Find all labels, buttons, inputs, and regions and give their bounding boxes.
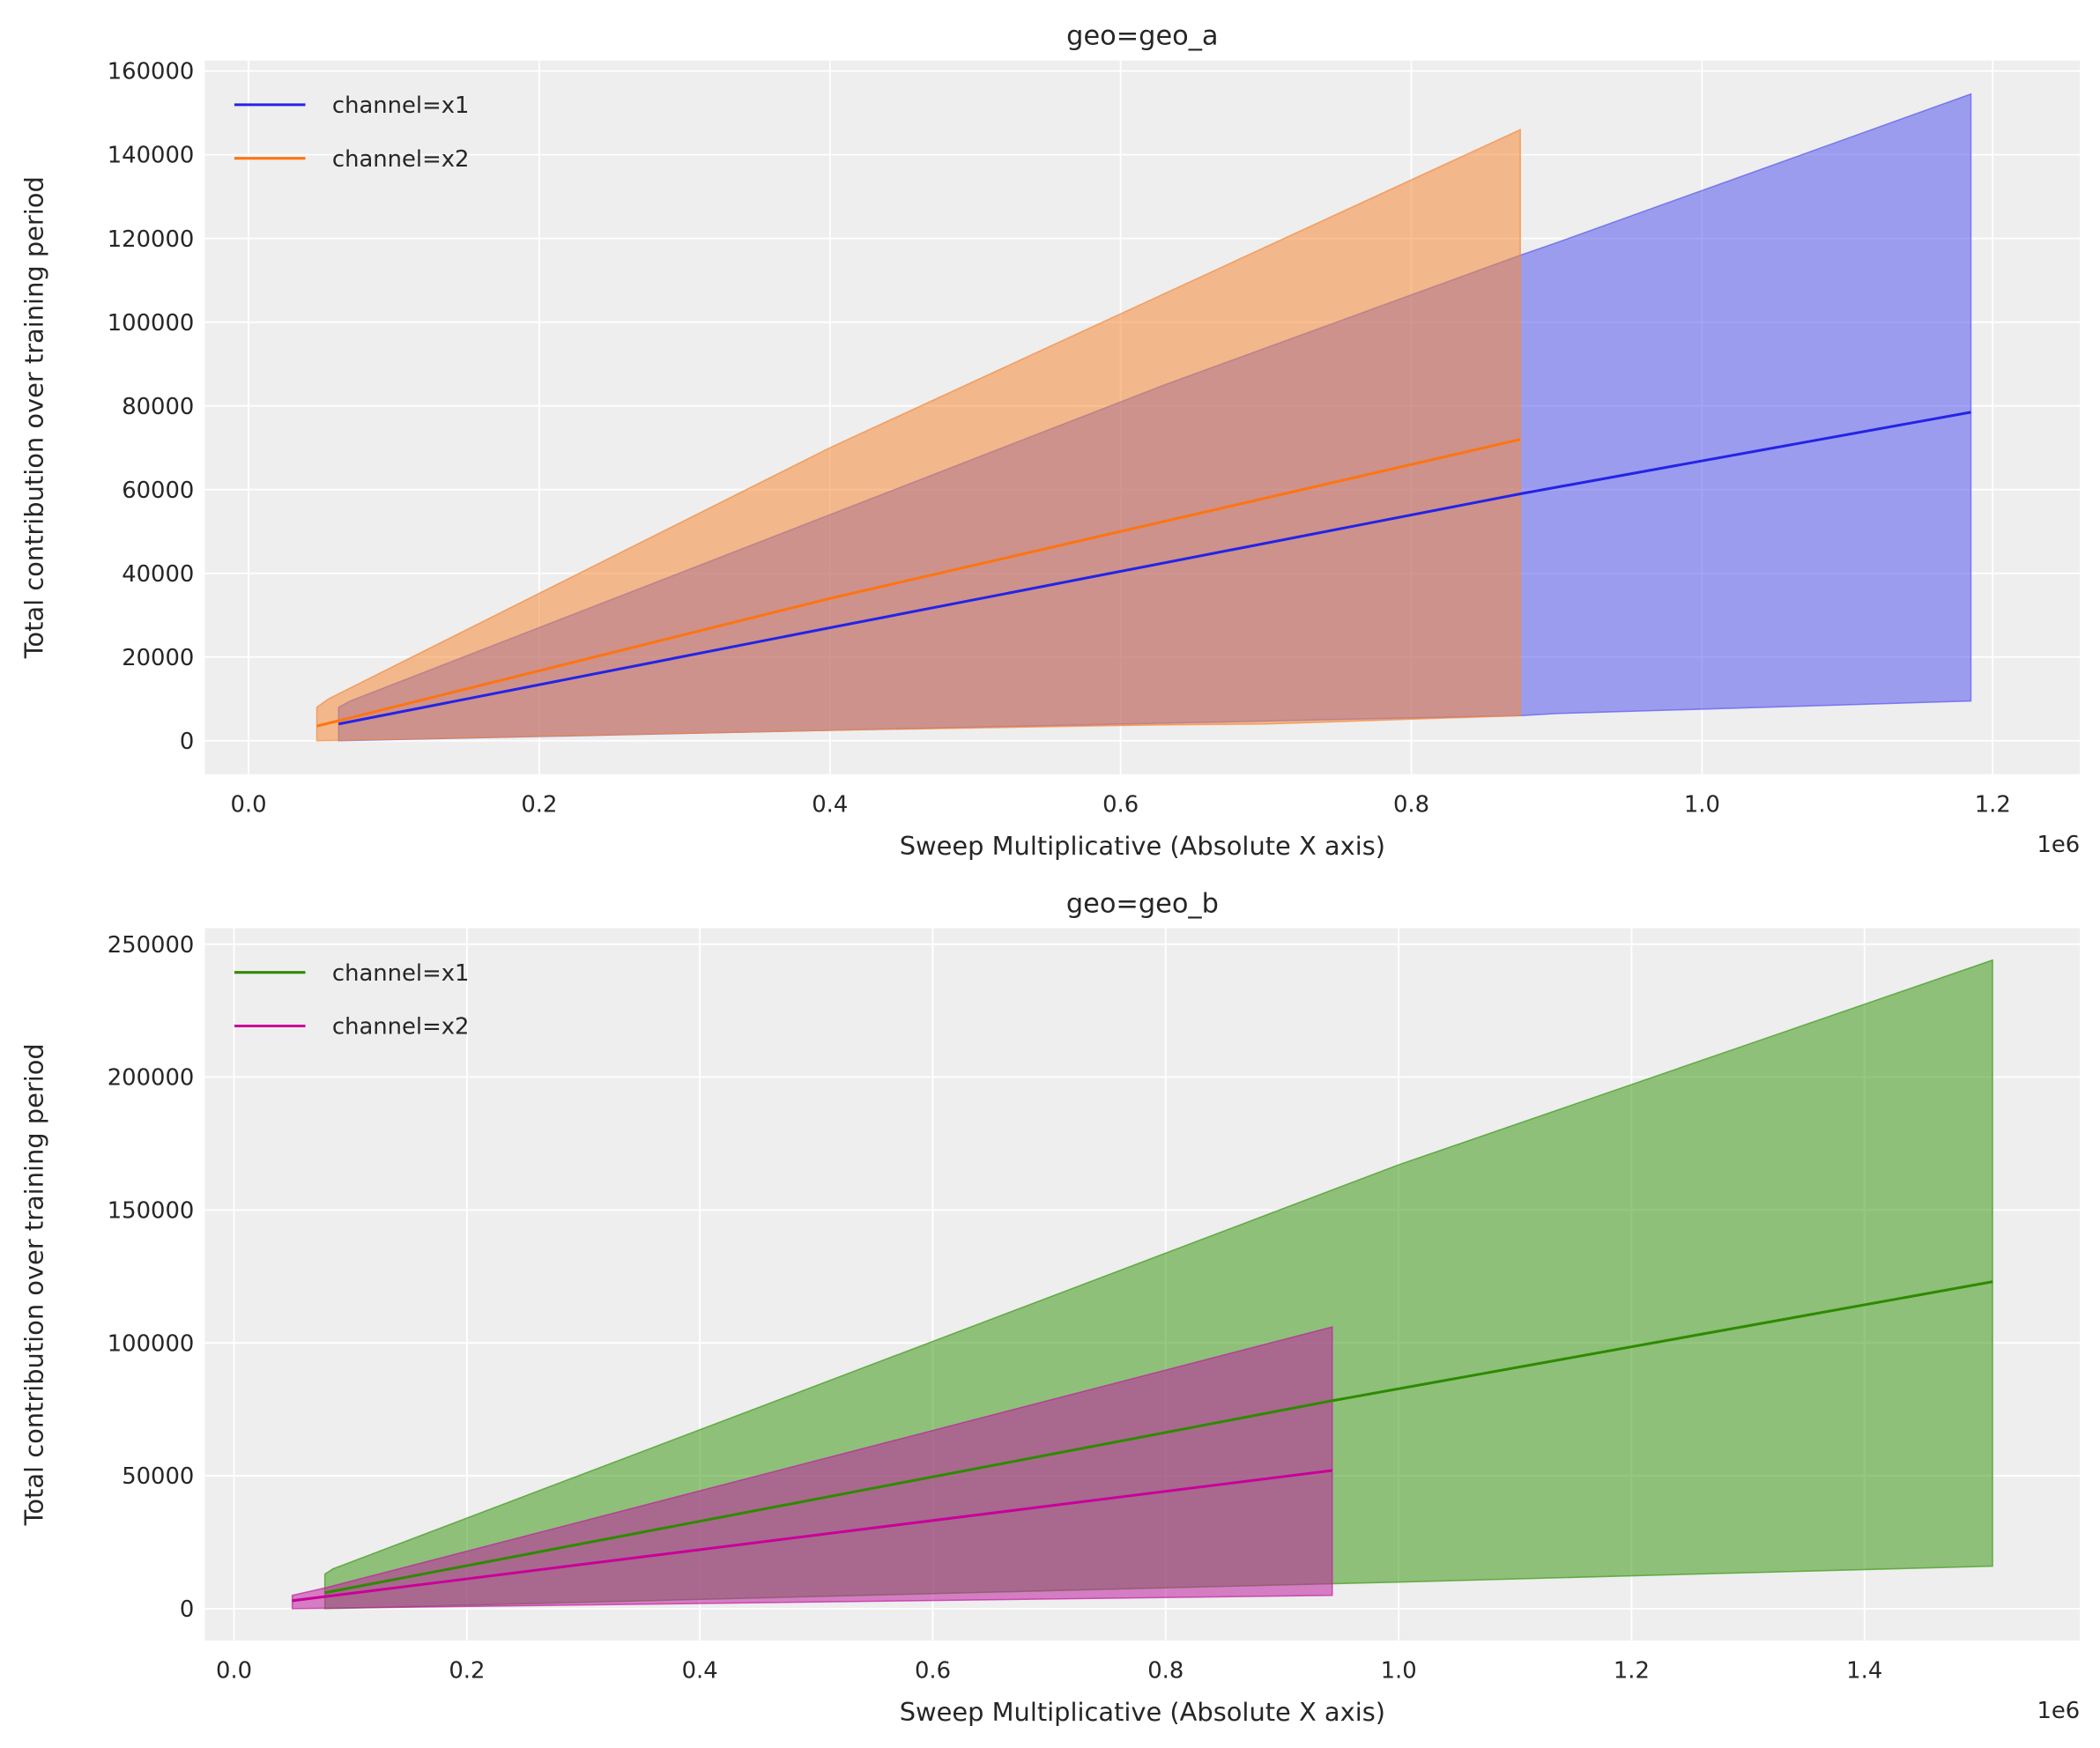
y-tick-label: 140000 <box>108 143 195 169</box>
x-offset-label: 1e6 <box>2037 1698 2080 1724</box>
x-tick-label: 0.0 <box>230 791 266 818</box>
x-tick-label: 0.2 <box>449 1658 485 1685</box>
y-tick-label: 0 <box>180 729 194 755</box>
mean-line-1 <box>338 411 1971 726</box>
x-tick-label: 1.0 <box>1684 791 1720 818</box>
hdi-band-2 <box>315 128 1521 742</box>
y-tick-label: 200000 <box>108 1065 195 1092</box>
legend-label: channel=x1 <box>332 960 470 987</box>
x-tick-label: 0.4 <box>682 1658 718 1685</box>
hdi-band-2 <box>291 1326 1333 1610</box>
x-tick-label: 1.2 <box>1614 1658 1650 1685</box>
y-tick-label: 120000 <box>108 226 195 253</box>
y-tick-label: 160000 <box>108 59 195 85</box>
y-tick-label: 150000 <box>108 1197 195 1224</box>
subplot-geo-a: 0.0 0.2 0.4 0.6 0.8 1.0 1.2 0 20000 40000 60000 800… <box>19 21 2081 861</box>
x-tick-label: 1.4 <box>1846 1658 1882 1685</box>
subplot-title: geo=geo_b <box>1066 888 1219 919</box>
x-offset-label: 1e6 <box>2037 832 2080 858</box>
x-tick-label: 0.8 <box>1393 791 1429 818</box>
x-tick-label: 0.8 <box>1147 1658 1184 1685</box>
subplot-title: geo=geo_a <box>1066 21 1218 52</box>
mean-line-2 <box>316 438 1521 728</box>
x-tick-label: 0.2 <box>521 791 557 818</box>
y-axis-label: Total contribution over training period <box>19 176 49 659</box>
x-tick-label: 0.6 <box>915 1658 951 1685</box>
x-tick-label: 0.6 <box>1102 791 1139 818</box>
mean-line-2 <box>292 1469 1332 1603</box>
y-tick-label: 60000 <box>122 478 194 504</box>
y-tick-label: 50000 <box>122 1463 194 1490</box>
x-tick-label: 0.0 <box>216 1658 252 1685</box>
y-tick-label: 100000 <box>108 310 195 337</box>
x-tick-label: 0.4 <box>812 791 848 818</box>
legend-label: channel=x2 <box>332 1014 470 1041</box>
y-tick-label: 80000 <box>122 394 194 420</box>
y-tick-label: 20000 <box>122 645 194 671</box>
legend-label: channel=x2 <box>332 146 470 173</box>
x-axis-label: Sweep Multiplicative (Absolute X axis) <box>900 1697 1385 1727</box>
x-tick-label: 1.2 <box>1975 791 2011 818</box>
mean-line-1 <box>324 1280 1993 1595</box>
y-axis-label: Total contribution over training period <box>19 1043 49 1526</box>
subplot-geo-b: 0.0 0.2 0.4 0.6 0.8 1.0 1.2 1.4 0 50000 100000 1500… <box>19 888 2081 1727</box>
x-axis-label: Sweep Multiplicative (Absolute X axis) <box>900 831 1385 861</box>
legend-label: channel=x1 <box>332 93 470 119</box>
y-tick-label: 250000 <box>108 932 195 959</box>
y-tick-label: 100000 <box>108 1330 195 1357</box>
y-tick-label: 40000 <box>122 561 194 588</box>
x-tick-label: 1.0 <box>1381 1658 1417 1685</box>
y-tick-label: 0 <box>180 1596 194 1623</box>
